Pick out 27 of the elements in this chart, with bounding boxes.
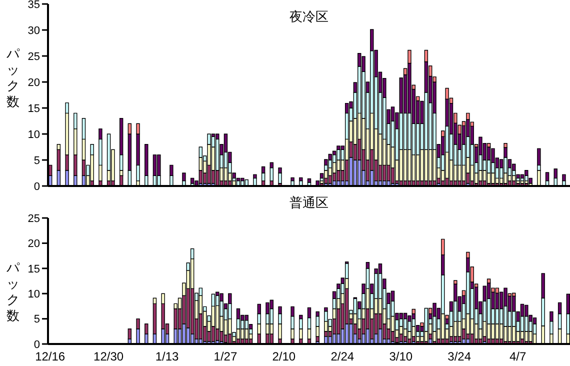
chart-title: 夜冷区 <box>288 8 330 26</box>
x-tick-label: 2/24 <box>330 350 354 364</box>
y-tick-label: 30 <box>28 24 40 37</box>
y-tick-label: 15 <box>28 102 40 115</box>
y-tick-label: 15 <box>28 263 40 276</box>
x-tick-label: 3/10 <box>389 350 413 364</box>
y-tick-label: 5 <box>34 154 40 167</box>
y-tick-label: 25 <box>28 50 40 63</box>
y-tick-label: 35 <box>28 0 40 11</box>
y-tick-label: 20 <box>28 76 40 89</box>
x-tick-label: 12/16 <box>35 350 66 364</box>
x-tick-label: 2/10 <box>272 350 296 364</box>
x-tick-label: 1/13 <box>155 350 180 364</box>
y-tick-label: 0 <box>34 338 40 351</box>
x-tick-label: 12/30 <box>94 350 124 364</box>
y-tick-label: 5 <box>34 314 40 326</box>
y-tick-label: 25 <box>28 212 40 225</box>
y-tick-label: 20 <box>28 238 40 250</box>
x-tick-label: 3/24 <box>448 350 472 364</box>
x-tick-label: 1/27 <box>214 350 238 364</box>
y-axis-title: パック数 <box>6 46 20 110</box>
x-tick-label: 4/7 <box>509 350 526 364</box>
y-tick-label: 10 <box>28 128 40 141</box>
y-tick-label: 10 <box>28 288 40 301</box>
chart-title: 普通区 <box>288 194 330 212</box>
y-axis-title: パック数 <box>6 260 20 324</box>
y-tick-label: 0 <box>34 180 40 193</box>
